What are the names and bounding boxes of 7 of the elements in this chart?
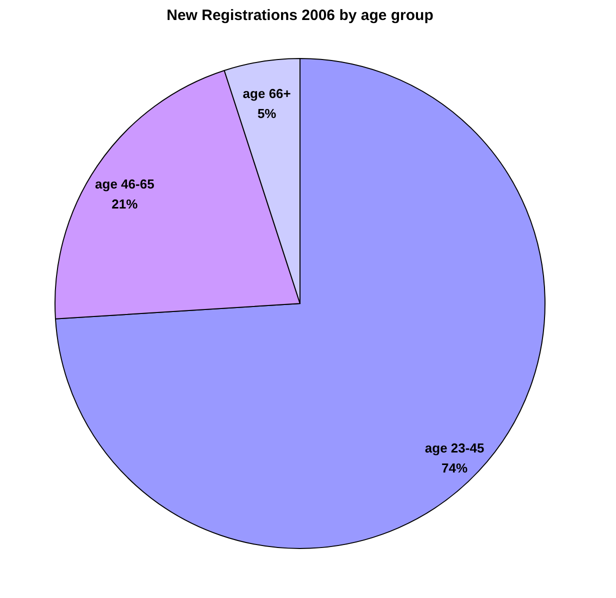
- chart-title: New Registrations 2006 by age group: [166, 7, 434, 24]
- slice-label: age 46-65: [95, 176, 154, 192]
- slice-label: age 66+: [242, 86, 292, 102]
- data-label: 74%: [442, 460, 468, 476]
- data-label: 21%: [112, 196, 138, 212]
- data-label: 5%: [257, 106, 277, 122]
- slice-label: age 23-45: [424, 440, 484, 456]
